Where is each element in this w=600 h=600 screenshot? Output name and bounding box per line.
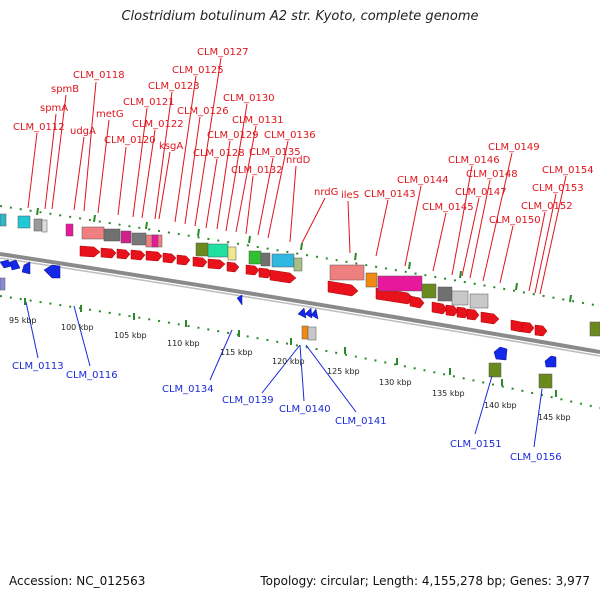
top-label: nrdD bbox=[286, 155, 311, 166]
top-label: CLM_0149 bbox=[488, 142, 540, 153]
top-label: CLM_0135 bbox=[249, 147, 301, 158]
top-label: CLM_0112 bbox=[13, 122, 65, 133]
top-label: CLM_0145 bbox=[422, 202, 474, 213]
outer-feature-boxes[interactable] bbox=[0, 213, 600, 337]
genome-summary: Topology: circular; Length: 4,155,278 bp… bbox=[260, 574, 590, 588]
top-label: CLM_0130 bbox=[223, 93, 275, 104]
top-label: CLM_0153 bbox=[532, 183, 584, 194]
scale-label: 140 kbp bbox=[484, 401, 517, 410]
forward-gene-arrows[interactable] bbox=[79, 245, 548, 337]
top-label: ksgA bbox=[159, 141, 183, 152]
top-label: metG bbox=[96, 109, 124, 120]
top-label: CLM_0118 bbox=[73, 70, 125, 81]
top-label: CLM_0129 bbox=[207, 130, 259, 141]
scale-label: 145 kbp bbox=[538, 413, 571, 422]
scale-label: 120 kbp bbox=[272, 357, 305, 366]
scale-label: 110 kbp bbox=[167, 339, 200, 348]
top-label: CLM_0121 bbox=[123, 97, 175, 108]
top-label: udgA bbox=[70, 126, 96, 137]
top-label: spmB bbox=[51, 84, 79, 95]
top-label: CLM_0136 bbox=[264, 130, 316, 141]
inner-ticks bbox=[24, 298, 557, 397]
top-label: CLM_0148 bbox=[466, 169, 518, 180]
scale-label: 135 kbp bbox=[432, 389, 465, 398]
top-label: CLM_0125 bbox=[172, 65, 224, 76]
bottom-label: CLM_0134 bbox=[162, 384, 214, 395]
bottom-label: CLM_0156 bbox=[510, 452, 562, 463]
top-label: CLM_0122 bbox=[132, 119, 184, 130]
top-label: CLM_0143 bbox=[364, 189, 416, 200]
top-label: CLM_0132 bbox=[231, 165, 283, 176]
top-label: CLM_0146 bbox=[448, 155, 500, 166]
top-label: CLM_0123 bbox=[148, 81, 200, 92]
top-label: CLM_0131 bbox=[232, 115, 284, 126]
top-leader-lines bbox=[27, 57, 567, 295]
scale-label: 95 kbp bbox=[9, 316, 37, 325]
bottom-label: CLM_0140 bbox=[279, 404, 331, 415]
top-label: CLM_0150 bbox=[489, 215, 541, 226]
top-label: CLM_0127 bbox=[197, 47, 249, 58]
top-label: CLM_0147 bbox=[455, 187, 507, 198]
scale-labels: 95 kbp 100 kbp 105 kbp 110 kbp 115 kbp 1… bbox=[9, 316, 571, 422]
bottom-label: CLM_0141 bbox=[335, 416, 387, 427]
reverse-gene-arrows[interactable] bbox=[0, 259, 557, 368]
genome-backbone bbox=[0, 252, 600, 354]
scale-label: 105 kbp bbox=[114, 331, 147, 340]
genome-backbone-shadow bbox=[0, 257, 600, 357]
bottom-label: CLM_0113 bbox=[12, 361, 64, 372]
top-label: CLM_0154 bbox=[542, 165, 594, 176]
top-label: CLM_0126 bbox=[177, 106, 229, 117]
top-label: CLM_0144 bbox=[397, 175, 449, 186]
scale-label: 115 kbp bbox=[220, 348, 253, 357]
top-label: CLM_0120 bbox=[104, 135, 156, 146]
bottom-gene-labels: CLM_0113 CLM_0116 CLM_0134 CLM_0139 CLM_… bbox=[12, 361, 562, 463]
bottom-label: CLM_0151 bbox=[450, 439, 502, 450]
scale-label: 130 kbp bbox=[379, 378, 412, 387]
top-gene-labels: CLM_0112 spmA spmB udgA CLM_0118 metG CL… bbox=[13, 47, 594, 226]
accession-label: Accession: NC_012563 bbox=[9, 574, 146, 588]
top-label: nrdG bbox=[314, 187, 338, 198]
bottom-label: CLM_0139 bbox=[222, 395, 274, 406]
bottom-label: CLM_0116 bbox=[66, 370, 118, 381]
map-title: Clostridium botulinum A2 str. Kyoto, com… bbox=[121, 9, 479, 24]
scale-label: 125 kbp bbox=[327, 367, 360, 376]
top-label: CLM_0128 bbox=[193, 148, 245, 159]
top-label: spmA bbox=[40, 103, 68, 114]
top-label: ileS bbox=[341, 190, 359, 201]
inner-feature-boxes[interactable] bbox=[0, 277, 553, 389]
bottom-leader-lines bbox=[25, 301, 543, 448]
top-label: CLM_0152 bbox=[521, 201, 573, 212]
outer-ticks bbox=[36, 207, 572, 303]
scale-label: 100 kbp bbox=[61, 323, 94, 332]
